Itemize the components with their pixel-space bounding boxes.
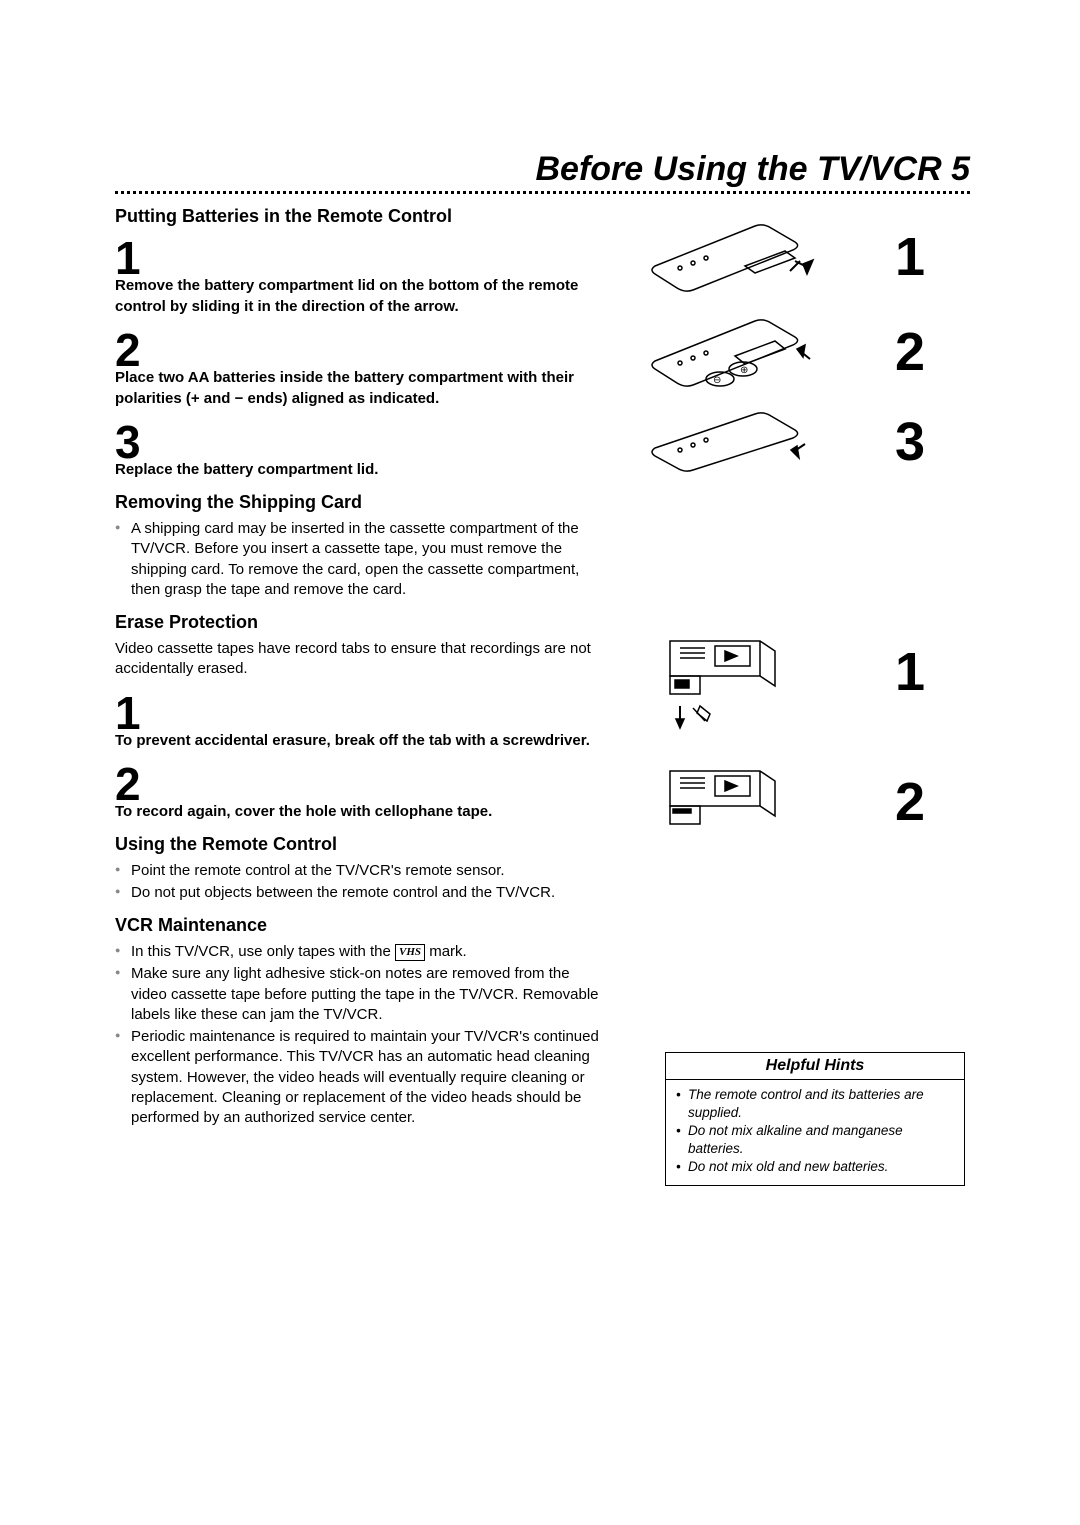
tape-illustration-1 (665, 636, 785, 736)
erase-intro: Video cassette tapes have record tabs to… (115, 639, 605, 680)
erase-step1-text: To prevent accidental erasure, break off… (115, 730, 605, 751)
erase-step1-num: 1 (115, 690, 141, 736)
remote-bullet2: Do not put objects between the remote co… (115, 883, 605, 903)
maintenance-bullet3: Periodic maintenance is required to main… (115, 1027, 605, 1128)
remote-list: Point the remote control at the TV/VCR's… (115, 861, 605, 904)
shipping-list: A shipping card may be inserted in the c… (115, 519, 605, 600)
remote-num-1: 1 (895, 226, 925, 288)
hints-item2: Do not mix alkaline and manganese batter… (676, 1122, 954, 1157)
hints-item1: The remote control and its batteries are… (676, 1086, 954, 1121)
svg-text:⊖: ⊖ (713, 375, 721, 386)
hints-list: The remote control and its batteries are… (666, 1080, 964, 1185)
hints-item3: Do not mix old and new batteries. (676, 1158, 954, 1176)
title-rule (115, 191, 970, 194)
maintenance-bullet2: Make sure any light adhesive stick-on no… (115, 964, 605, 1025)
maintenance-bullet1: In this TV/VCR, use only tapes with the … (115, 942, 605, 962)
remote-illustration-1 (645, 216, 815, 301)
maintenance-bullet1-pre: In this TV/VCR, use only tapes with the (131, 943, 395, 960)
columns: Putting Batteries in the Remote Control … (115, 206, 970, 1136)
shipping-bullet1: A shipping card may be inserted in the c… (115, 519, 605, 600)
tape-num-2: 2 (895, 771, 925, 833)
tape-illustration-2 (665, 766, 785, 841)
maintenance-heading: VCR Maintenance (115, 915, 605, 936)
right-column: 1 ⊕ ⊖ 2 (645, 206, 965, 1136)
section-batteries: Putting Batteries in the Remote Control … (115, 206, 605, 480)
batteries-step3-text: Replace the battery compartment lid. (115, 459, 605, 480)
left-column: Putting Batteries in the Remote Control … (115, 206, 605, 1136)
svg-text:⊕: ⊕ (740, 365, 748, 376)
section-remote: Using the Remote Control Point the remot… (115, 834, 605, 904)
erase-heading: Erase Protection (115, 612, 605, 633)
maintenance-list: In this TV/VCR, use only tapes with the … (115, 942, 605, 1128)
section-maintenance: VCR Maintenance In this TV/VCR, use only… (115, 915, 605, 1128)
shipping-heading: Removing the Shipping Card (115, 492, 605, 513)
remote-illustration-3 (645, 406, 815, 476)
batteries-step2-text: Place two AA batteries inside the batter… (115, 367, 605, 409)
helpful-hints-box: Helpful Hints The remote control and its… (665, 1052, 965, 1186)
hints-title: Helpful Hints (666, 1053, 964, 1080)
page-title: Before Using the TV/VCR 5 (115, 150, 970, 189)
remote-num-2: 2 (895, 321, 925, 383)
remote-bullet1: Point the remote control at the TV/VCR's… (115, 861, 605, 881)
vhs-mark-icon: VHS (395, 944, 425, 961)
remote-illustration-2: ⊕ ⊖ (645, 311, 815, 396)
tape-num-1: 1 (895, 641, 925, 703)
batteries-step1-text: Remove the battery compartment lid on th… (115, 275, 605, 317)
maintenance-bullet1-post: mark. (425, 943, 467, 960)
erase-step2-num: 2 (115, 761, 141, 807)
remote-num-3: 3 (895, 411, 925, 473)
batteries-heading: Putting Batteries in the Remote Control (115, 206, 605, 227)
section-shipping: Removing the Shipping Card A shipping ca… (115, 492, 605, 600)
remote-heading: Using the Remote Control (115, 834, 605, 855)
section-erase: Erase Protection Video cassette tapes ha… (115, 612, 605, 822)
erase-step2-text: To record again, cover the hole with cel… (115, 801, 605, 822)
